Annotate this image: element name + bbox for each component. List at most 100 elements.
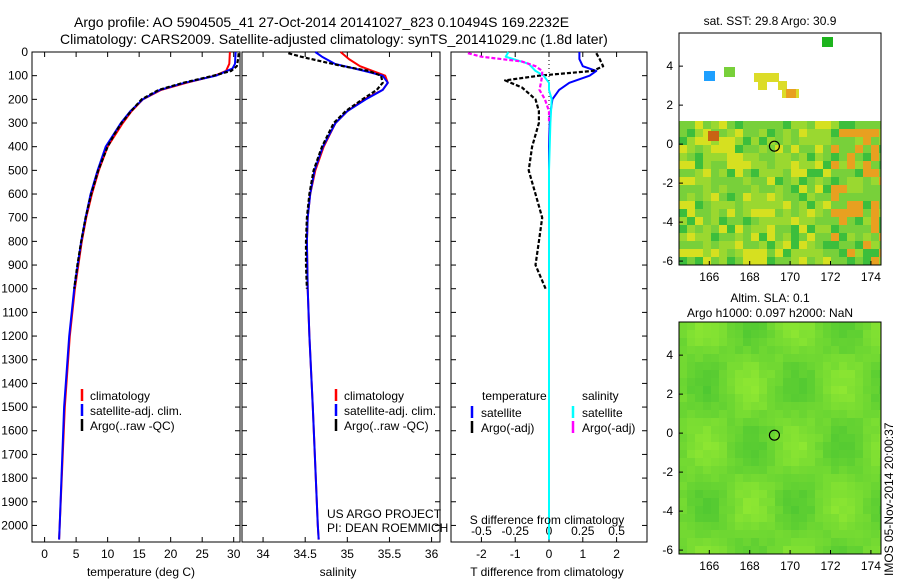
sst_map-data-cell — [711, 193, 719, 201]
sla_map-data-cell — [863, 498, 871, 506]
sla_map-data-cell — [703, 458, 711, 466]
salinity-axes-box — [241, 51, 441, 543]
sla_map-data-cell — [727, 450, 735, 458]
sla_map-data-cell — [863, 538, 871, 546]
sla_map-data-cell — [759, 490, 767, 498]
sla_map-data-cell — [831, 498, 839, 506]
sla_map-data-cell — [831, 354, 839, 362]
sla_map-data-cell — [703, 530, 711, 538]
sla_map-data-cell — [719, 378, 727, 386]
sla_map-data-cell — [839, 378, 847, 386]
sst_map-data-cell — [807, 257, 815, 265]
sst_map-data-cell — [751, 193, 759, 201]
sst_map-data-cell — [703, 201, 711, 209]
sst_map-data-cell — [823, 121, 831, 129]
sla_map-data-cell — [767, 330, 775, 338]
depth-tick-label: 400 — [8, 140, 28, 154]
sla_map-data-cell — [775, 370, 783, 378]
sla_map-data-cell — [839, 362, 847, 370]
sla_map-data-cell — [879, 522, 881, 530]
sla_map-data-cell — [735, 482, 743, 490]
sla_map-data-cell — [767, 482, 775, 490]
depth-tick-label: 300 — [8, 116, 28, 130]
sst_map-data-cell — [727, 169, 735, 177]
sla_map-data-cell — [791, 322, 799, 330]
sst_map-data-cell — [679, 193, 687, 201]
sla_map-data-cell — [703, 522, 711, 530]
sst_map-data-cell — [719, 177, 727, 185]
sst_map-data-cell — [791, 241, 799, 249]
sla_map-data-cell — [815, 402, 823, 410]
sla_map-data-cell — [855, 354, 863, 362]
sst_map-data-cell — [823, 129, 831, 137]
sla_map-data-cell — [791, 426, 799, 434]
sla_map-data-cell — [815, 474, 823, 482]
sla_map-data-cell — [855, 418, 863, 426]
sla_map-data-cell — [807, 530, 815, 538]
sla_map-data-cell — [687, 330, 695, 338]
sla_map-data-cell — [695, 402, 703, 410]
sla_map-data-cell — [751, 458, 759, 466]
sst_map-data-cell — [759, 153, 767, 161]
sst_map-data-cell — [767, 121, 775, 129]
sst_map-data-cell — [759, 217, 767, 225]
sla_map-data-cell — [871, 386, 879, 394]
sla_map-data-cell — [695, 442, 703, 450]
sst_map-data-cell — [759, 177, 767, 185]
sla_map-data-cell — [847, 330, 855, 338]
sla_map-data-cell — [783, 466, 791, 474]
sla_map-data-cell — [815, 490, 823, 498]
sst_map-data-cell — [839, 137, 847, 145]
sst_map-data-cell — [735, 241, 743, 249]
sla_map-data-cell — [855, 458, 863, 466]
sst_map-data-cell — [679, 145, 687, 153]
sla_map-data-cell — [807, 490, 815, 498]
sst_map-data-cell — [759, 225, 767, 233]
sla_map-data-cell — [775, 330, 783, 338]
sla_map-data-cell — [799, 418, 807, 426]
sla_map-data-cell — [831, 330, 839, 338]
legend-label: Argo(-adj) — [582, 421, 635, 435]
sla_map-data-cell — [839, 498, 847, 506]
sst_map-data-cell — [807, 153, 815, 161]
sla_map-data-cell — [775, 402, 783, 410]
sst_map-data-cell — [791, 129, 799, 137]
sla_map-data-cell — [847, 546, 855, 554]
sst_map-data-cell — [743, 249, 751, 257]
sst_map-data-cell — [815, 121, 823, 129]
sla_map-data-cell — [759, 538, 767, 546]
sla_map-data-cell — [871, 546, 879, 554]
sst_map-data-cell — [775, 177, 783, 185]
sst_map-data-cell — [855, 193, 863, 201]
sst_map-data-cell — [735, 249, 743, 257]
legend-label: satellite-adj. clim. — [344, 404, 436, 418]
sst_map-data-cell — [807, 169, 815, 177]
sla_map-data-cell — [719, 474, 727, 482]
sla_map-data-cell — [839, 402, 847, 410]
sla_map-data-cell — [839, 546, 847, 554]
sst_map-data-cell — [687, 185, 695, 193]
sla_map-data-cell — [775, 394, 783, 402]
sla_map-data-cell — [775, 506, 783, 514]
sst_map-data-cell — [751, 249, 759, 257]
sst_map-data-cell — [783, 129, 791, 137]
sla_map-data-cell — [767, 490, 775, 498]
sla_map-data-cell — [743, 530, 751, 538]
sst_map-data-cell — [735, 161, 743, 169]
sst_map-data-cell — [743, 193, 751, 201]
sst_map-data-cell — [815, 209, 823, 217]
sla_map-data-cell — [687, 346, 695, 354]
sst_map-data-cell — [815, 257, 823, 265]
sst_map-data-cell — [719, 209, 727, 217]
sla_map-data-cell — [703, 506, 711, 514]
sla_map-data-cell — [823, 546, 831, 554]
sst_map-data-cell — [767, 193, 775, 201]
sla_map-data-cell — [871, 482, 879, 490]
sla_map-data-cell — [831, 394, 839, 402]
sla_map-data-cell — [799, 322, 807, 330]
sla_map-data-cell — [735, 378, 743, 386]
sla_map-data-cell — [679, 354, 687, 362]
sla_map-data-cell — [839, 370, 847, 378]
sla_map-data-cell — [839, 354, 847, 362]
sla_map-data-cell — [807, 322, 815, 330]
